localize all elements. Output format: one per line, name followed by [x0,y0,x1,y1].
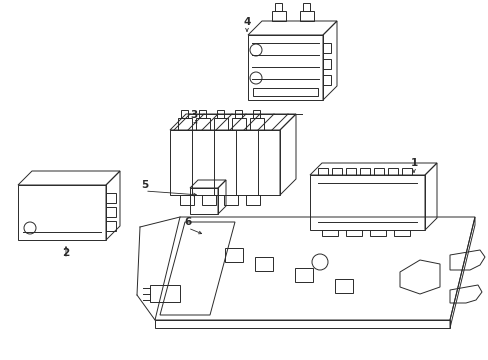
Text: 6: 6 [184,217,191,227]
Text: 2: 2 [62,248,69,258]
Text: 3: 3 [190,110,197,120]
Text: 4: 4 [243,17,250,27]
Text: 5: 5 [141,180,148,190]
Text: 1: 1 [409,158,417,168]
